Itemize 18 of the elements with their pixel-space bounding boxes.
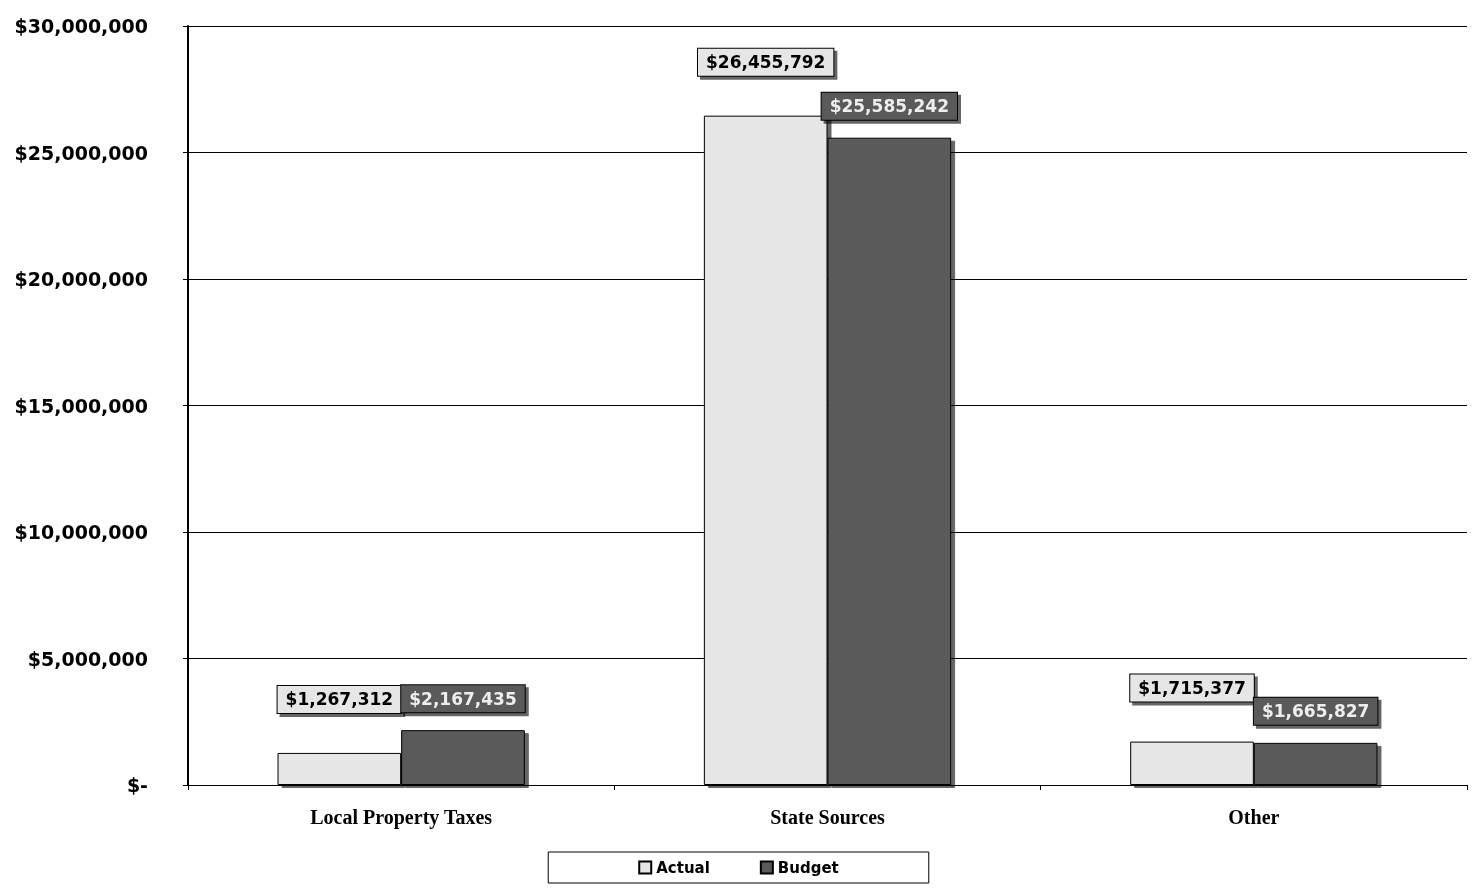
y-tick-label: $10,000,000 xyxy=(14,521,148,543)
y-tick-label: $20,000,000 xyxy=(14,268,148,290)
legend-label: Actual xyxy=(656,858,710,877)
y-tick-label: $5,000,000 xyxy=(27,647,148,670)
x-tick-label: Local Property Taxes xyxy=(310,806,493,829)
y-tick-label: $25,000,000 xyxy=(14,141,148,164)
data-label: $1,267,312 xyxy=(285,689,394,710)
x-tick-label: State Sources xyxy=(770,806,886,828)
data-label: $1,665,827 xyxy=(1261,701,1370,722)
y-tick-label: $- xyxy=(126,774,148,796)
data-label: $1,715,377 xyxy=(1138,678,1246,699)
data-label: $2,167,435 xyxy=(409,688,517,709)
x-tick-label: Other xyxy=(1228,806,1280,828)
data-label: $26,455,792 xyxy=(705,52,826,73)
y-tick-label: $15,000,000 xyxy=(14,394,148,417)
y-tick-label: $30,000,000 xyxy=(14,15,148,37)
legend-label: Budget xyxy=(777,858,839,877)
data-label: $25,585,242 xyxy=(829,96,950,117)
